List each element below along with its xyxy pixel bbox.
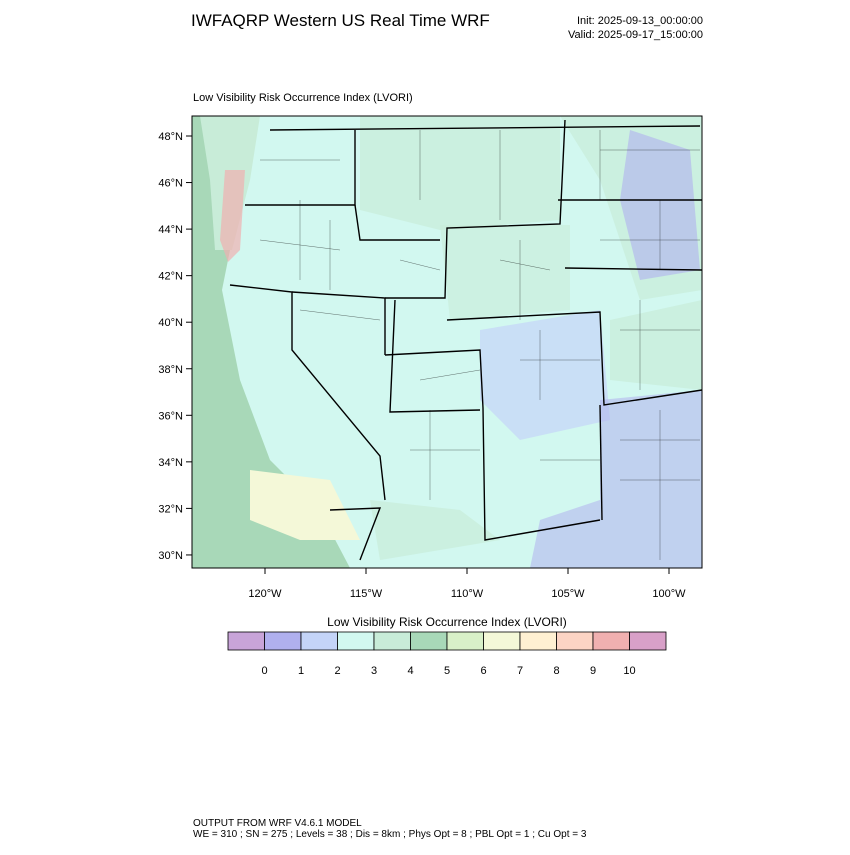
colorbar-box: [373, 631, 411, 651]
colorbar-label: 6: [480, 665, 486, 677]
colorbar-box: [592, 631, 630, 651]
footer-line: OUTPUT FROM WRF V4.6.1 MODEL: [193, 818, 362, 829]
colorbar-box: [556, 631, 594, 651]
lat-tick-label: 42°N: [158, 271, 183, 283]
colorbar-label: 2: [334, 665, 340, 677]
init-time: Init: 2025-09-13_00:00:00: [577, 15, 703, 27]
lat-tick-label: 40°N: [158, 317, 183, 329]
lat-tick-label: 36°N: [158, 410, 183, 422]
colorbar-box: [483, 631, 521, 651]
colorbar-box: [337, 631, 375, 651]
colorbar: 0 1 2 3 4 5 6 7 8 9 10: [227, 631, 667, 677]
map: [191, 115, 703, 569]
lat-tick-label: 32°N: [158, 503, 183, 515]
lon-tick-label: 110°W: [451, 588, 484, 600]
colorbar-label: 10: [623, 665, 635, 677]
lon-tick-label: 105°W: [551, 588, 585, 600]
colorbar-label: 8: [553, 665, 559, 677]
colorbar-box: [446, 631, 484, 651]
title: IWFAQRP Western US Real Time WRF: [191, 11, 490, 30]
lat-tick-label: 44°N: [158, 224, 183, 236]
footer-line: WE = 310 ; SN = 275 ; Levels = 38 ; Dis …: [193, 829, 587, 840]
colorbar-label: 7: [517, 665, 523, 677]
colorbar-title: Low Visibility Risk Occurrence Index (LV…: [327, 615, 567, 629]
lat-tick-label: 38°N: [158, 364, 183, 376]
valid-time: Valid: 2025-09-17_15:00:00: [568, 29, 703, 41]
colorbar-label: 4: [407, 665, 413, 677]
colorbar-box: [227, 631, 265, 651]
lat-tick-label: 48°N: [158, 131, 183, 143]
colorbar-label: 1: [298, 665, 304, 677]
lon-tick-label: 115°W: [350, 588, 383, 600]
map-subtitle: Low Visibility Risk Occurrence Index (LV…: [193, 92, 413, 104]
colorbar-box: [264, 631, 302, 651]
lat-axis: 48°N 46°N 44°N 42°N 40°N 38°N 36°N 34°N 32°N 30°N: [158, 131, 192, 562]
colorbar-label: 0: [261, 665, 267, 677]
lon-tick-label: 100°W: [652, 588, 686, 600]
colorbar-box: [629, 631, 667, 651]
colorbar-box: [519, 631, 557, 651]
colorbar-label: 5: [444, 665, 450, 677]
colorbar-label: 3: [371, 665, 377, 677]
lon-tick-label: 120°W: [248, 588, 282, 600]
lat-tick-label: 30°N: [158, 550, 183, 562]
lon-axis: 120°W 115°W 110°W 105°W 100°W: [248, 568, 686, 600]
colorbar-box: [410, 631, 448, 651]
colorbar-box: [300, 631, 338, 651]
colorbar-label: 9: [590, 665, 596, 677]
lat-tick-label: 34°N: [158, 457, 183, 469]
lat-tick-label: 46°N: [158, 178, 183, 190]
